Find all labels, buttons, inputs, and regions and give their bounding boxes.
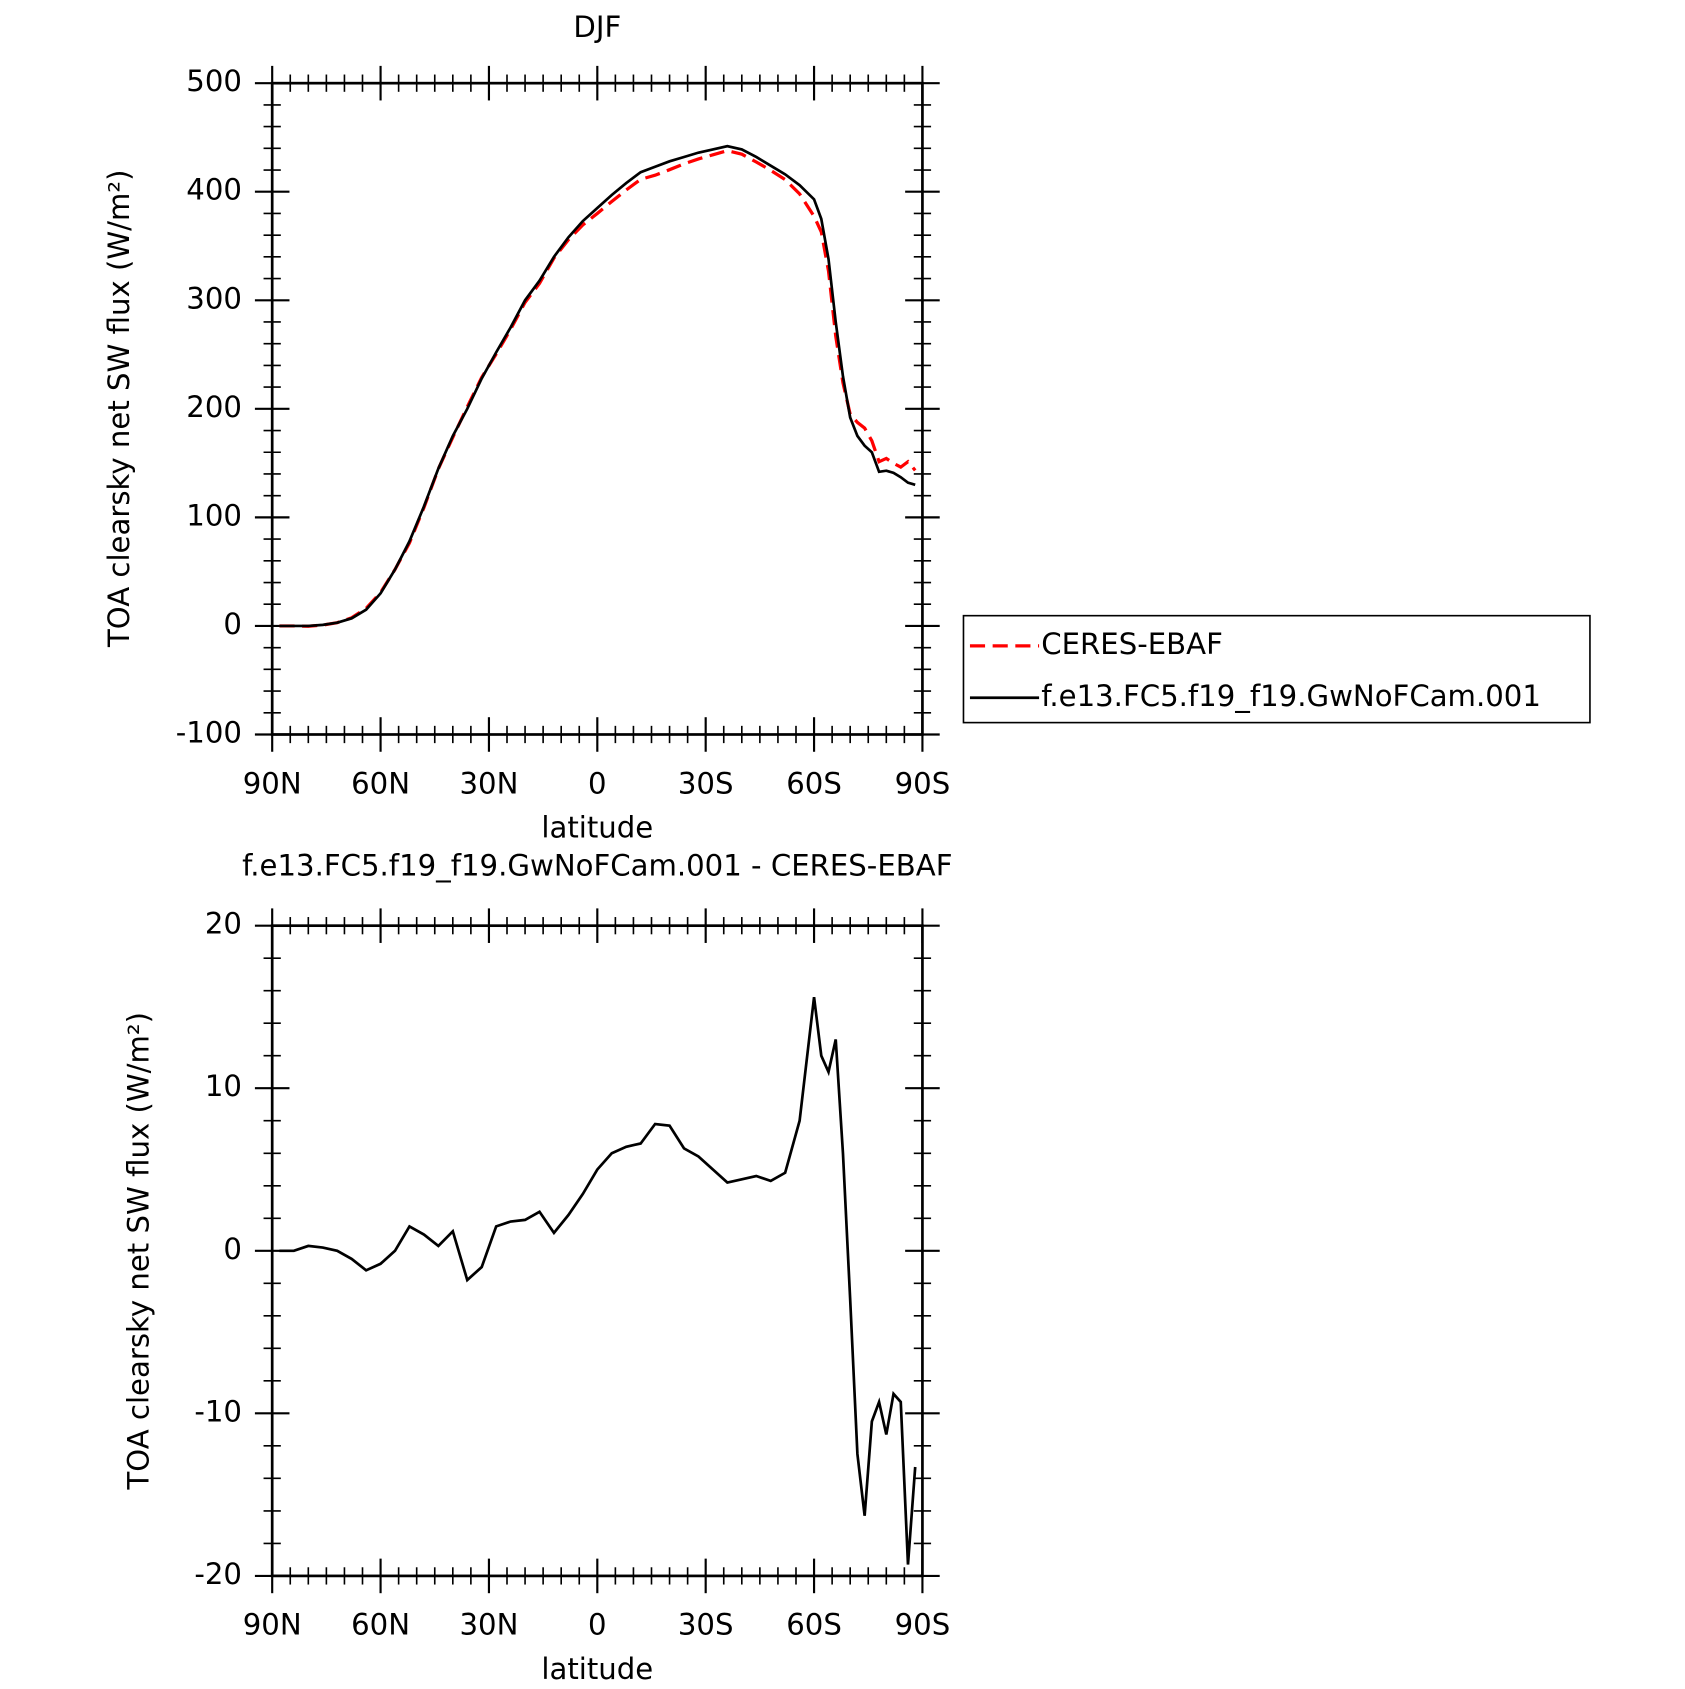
y-tick-label: 0 bbox=[223, 607, 242, 641]
x-tick-label: 90N bbox=[243, 766, 302, 800]
y-tick-label: 400 bbox=[186, 173, 242, 207]
y-tick-label: 200 bbox=[186, 390, 242, 424]
y-axis-title: TOA clearsky net SW flux (W/m²) bbox=[102, 170, 136, 649]
y-tick-label: 300 bbox=[186, 281, 242, 315]
x-axis-title: latitude bbox=[541, 811, 653, 845]
chart-title: f.e13.FC5.f19_f19.GwNoFCam.001 - CERES-E… bbox=[242, 848, 952, 882]
x-tick-label: 90S bbox=[895, 1608, 951, 1642]
x-tick-label: 0 bbox=[588, 766, 607, 800]
y-tick-label: -100 bbox=[176, 715, 242, 749]
plot-frame bbox=[270, 924, 924, 1578]
x-tick-label: 0 bbox=[588, 1608, 607, 1642]
legend-box bbox=[962, 614, 1591, 724]
y-tick-label: 10 bbox=[205, 1069, 242, 1103]
x-tick-label: 60N bbox=[351, 1608, 410, 1642]
x-tick-label: 60S bbox=[786, 766, 842, 800]
x-tick-label: 90N bbox=[243, 1608, 302, 1642]
x-tick-label: 60S bbox=[786, 1608, 842, 1642]
data-line bbox=[279, 144, 916, 628]
x-tick-label: 30N bbox=[459, 766, 518, 800]
plot-frame bbox=[270, 81, 924, 736]
y-tick-label: -10 bbox=[194, 1394, 242, 1428]
data-line bbox=[279, 997, 917, 1565]
x-tick-label: 30N bbox=[459, 1608, 518, 1642]
x-tick-label: 90S bbox=[895, 766, 951, 800]
chart-title: DJF bbox=[573, 10, 621, 44]
y-tick-label: -20 bbox=[194, 1557, 242, 1591]
legend-label: f.e13.FC5.f19_f19.GwNoFCam.001 bbox=[1041, 679, 1541, 713]
data-line bbox=[279, 149, 917, 628]
x-tick-label: 30S bbox=[678, 1608, 734, 1642]
x-axis-title: latitude bbox=[541, 1652, 653, 1685]
y-tick-label: 500 bbox=[186, 64, 242, 98]
x-tick-label: 30S bbox=[678, 766, 734, 800]
y-tick-label: 0 bbox=[223, 1232, 242, 1266]
legend-label: CERES-EBAF bbox=[1041, 627, 1223, 661]
y-tick-label: 100 bbox=[186, 498, 242, 532]
y-axis-title: TOA clearsky net SW flux (W/m²) bbox=[121, 1012, 155, 1491]
x-tick-label: 60N bbox=[351, 766, 410, 800]
y-tick-label: 20 bbox=[205, 907, 242, 941]
